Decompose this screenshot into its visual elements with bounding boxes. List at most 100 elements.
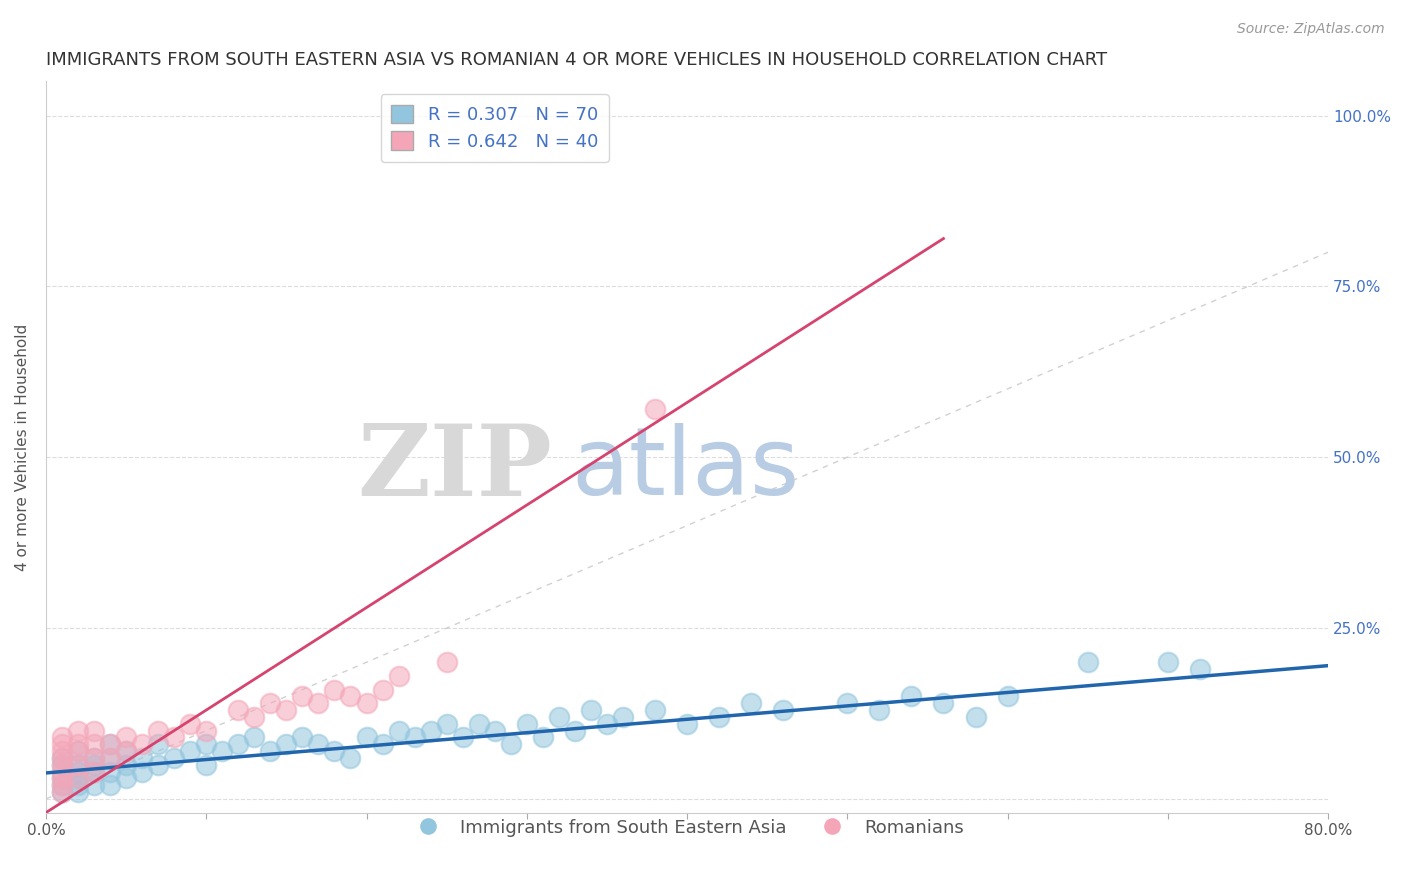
Point xyxy=(516,716,538,731)
Point xyxy=(276,737,298,751)
Point xyxy=(179,716,201,731)
Point xyxy=(243,731,266,745)
Point xyxy=(179,744,201,758)
Point xyxy=(436,655,458,669)
Point xyxy=(564,723,586,738)
Point xyxy=(131,751,153,765)
Point xyxy=(339,751,361,765)
Point xyxy=(98,764,121,779)
Point xyxy=(499,737,522,751)
Point xyxy=(740,696,762,710)
Point xyxy=(211,744,233,758)
Point xyxy=(98,778,121,792)
Point xyxy=(146,723,169,738)
Point xyxy=(1188,662,1211,676)
Text: Source: ZipAtlas.com: Source: ZipAtlas.com xyxy=(1237,22,1385,37)
Point xyxy=(579,703,602,717)
Point xyxy=(868,703,890,717)
Point xyxy=(772,703,794,717)
Point xyxy=(356,731,378,745)
Text: ZIP: ZIP xyxy=(357,420,553,517)
Point xyxy=(547,710,569,724)
Point xyxy=(66,772,89,786)
Point xyxy=(307,696,329,710)
Point xyxy=(51,737,73,751)
Point xyxy=(371,737,394,751)
Point xyxy=(323,682,346,697)
Point xyxy=(51,772,73,786)
Point xyxy=(965,710,987,724)
Point xyxy=(612,710,634,724)
Point xyxy=(195,757,218,772)
Point xyxy=(51,785,73,799)
Point xyxy=(66,737,89,751)
Point xyxy=(115,744,138,758)
Point xyxy=(51,785,73,799)
Point xyxy=(339,690,361,704)
Point xyxy=(436,716,458,731)
Point xyxy=(419,723,441,738)
Point xyxy=(83,751,105,765)
Point xyxy=(276,703,298,717)
Point xyxy=(51,744,73,758)
Point xyxy=(371,682,394,697)
Point xyxy=(387,669,409,683)
Point xyxy=(83,757,105,772)
Point xyxy=(404,731,426,745)
Point xyxy=(146,737,169,751)
Point xyxy=(644,402,666,417)
Point xyxy=(291,731,314,745)
Point xyxy=(51,751,73,765)
Point xyxy=(932,696,955,710)
Point xyxy=(115,757,138,772)
Point xyxy=(98,737,121,751)
Point xyxy=(900,690,922,704)
Point xyxy=(83,764,105,779)
Point xyxy=(163,731,186,745)
Point xyxy=(291,690,314,704)
Point xyxy=(98,751,121,765)
Point xyxy=(66,772,89,786)
Point xyxy=(51,778,73,792)
Point xyxy=(51,757,73,772)
Point xyxy=(644,703,666,717)
Point xyxy=(323,744,346,758)
Point xyxy=(51,751,73,765)
Point xyxy=(66,744,89,758)
Point xyxy=(83,723,105,738)
Point xyxy=(146,757,169,772)
Point xyxy=(131,737,153,751)
Point xyxy=(51,772,73,786)
Text: atlas: atlas xyxy=(572,423,800,515)
Point xyxy=(66,757,89,772)
Point xyxy=(387,723,409,738)
Point xyxy=(259,744,281,758)
Point xyxy=(115,731,138,745)
Point xyxy=(51,757,73,772)
Point xyxy=(451,731,474,745)
Point xyxy=(837,696,859,710)
Point xyxy=(596,716,619,731)
Point xyxy=(98,751,121,765)
Point xyxy=(1077,655,1099,669)
Point xyxy=(66,778,89,792)
Point xyxy=(467,716,489,731)
Point xyxy=(66,744,89,758)
Point xyxy=(307,737,329,751)
Point xyxy=(131,764,153,779)
Point xyxy=(83,764,105,779)
Point xyxy=(531,731,554,745)
Point xyxy=(243,710,266,724)
Point xyxy=(707,710,730,724)
Point xyxy=(98,737,121,751)
Point xyxy=(66,723,89,738)
Point xyxy=(163,751,186,765)
Point xyxy=(195,737,218,751)
Point xyxy=(66,785,89,799)
Point xyxy=(226,737,249,751)
Point xyxy=(51,764,73,779)
Y-axis label: 4 or more Vehicles in Household: 4 or more Vehicles in Household xyxy=(15,323,30,571)
Point xyxy=(83,737,105,751)
Point xyxy=(676,716,699,731)
Point xyxy=(226,703,249,717)
